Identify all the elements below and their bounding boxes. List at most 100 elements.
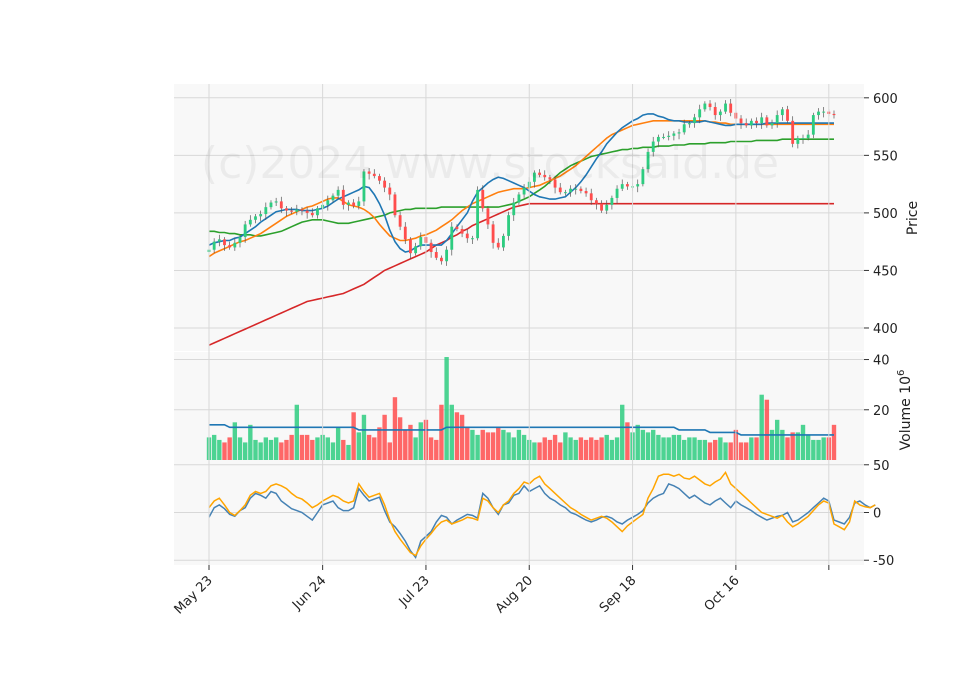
candle-body [563, 192, 567, 194]
candle-body [310, 212, 314, 216]
volume-bar [413, 437, 418, 460]
candle-body [419, 237, 423, 247]
volume-bar [558, 442, 563, 460]
candle-body [760, 117, 764, 124]
volume-bar [372, 437, 377, 460]
candle-body [584, 191, 588, 194]
candle-body [667, 135, 671, 137]
price-axis-title: Price [905, 201, 921, 235]
candle-body [625, 184, 629, 187]
candle-body [786, 109, 789, 121]
volume-bar [449, 404, 454, 460]
volume-bar [434, 439, 439, 460]
volume-bar [625, 422, 630, 460]
volume-bar [821, 437, 826, 460]
volume-bar [377, 427, 382, 460]
candle-body [765, 117, 769, 126]
candle-body [620, 184, 624, 189]
volume-bar [490, 432, 496, 460]
watermark: (c)2024 www.stocksaid.de [201, 138, 779, 189]
price-y-tick-label: 500 [873, 207, 898, 222]
volume-bar [583, 439, 589, 460]
volume-bar [475, 434, 480, 460]
volume-bar [263, 437, 269, 460]
volume-bar [671, 434, 677, 460]
volume-bar [465, 427, 470, 460]
candle-body [496, 242, 500, 248]
volume-bar [341, 439, 346, 460]
volume-bar [620, 404, 625, 460]
candle-body [791, 120, 795, 144]
candle-body [238, 237, 242, 243]
volume-bar [361, 414, 367, 460]
volume-bar [687, 437, 692, 460]
volume-bar [800, 424, 806, 460]
volume-bar [325, 437, 330, 460]
candle-body [331, 195, 335, 201]
volume-bar [640, 429, 646, 460]
volume-bar [268, 439, 274, 460]
volume-bar [501, 429, 506, 460]
candle-body [724, 103, 727, 112]
volume-bar [728, 442, 733, 460]
candle-body [780, 109, 784, 116]
volume-bar [547, 439, 553, 460]
candle-body [305, 210, 309, 213]
candle-body [610, 197, 614, 205]
candle-body [553, 179, 557, 188]
volume-bar [563, 432, 568, 460]
volume-bar [795, 432, 801, 460]
candle-body [502, 235, 505, 248]
price-y-tick-label: 400 [873, 322, 898, 337]
volume-bar [418, 422, 423, 460]
volume-bar [289, 434, 294, 460]
volume-axis-title: Volume 106 [896, 370, 914, 451]
candle-body [460, 229, 464, 234]
candle-body [558, 187, 562, 193]
volume-bar [785, 437, 790, 460]
volume-y-tick-label: 40 [873, 354, 890, 369]
candle-body [512, 202, 516, 216]
oscillator-y-tick-label: -50 [873, 554, 894, 569]
candle-body [687, 123, 691, 125]
volume-bar [232, 422, 238, 460]
ma-fast-line [208, 113, 834, 253]
candle-body [755, 120, 758, 124]
volume-bar [754, 437, 759, 460]
candle-body [507, 215, 511, 236]
candle-body [708, 103, 712, 108]
volume-bar [614, 437, 620, 460]
candle-body [662, 136, 665, 138]
volume-bar [759, 394, 764, 460]
volume-bar [408, 424, 413, 460]
volume-bar [707, 442, 713, 460]
volume-bar [211, 434, 217, 460]
volume-bar [258, 442, 263, 460]
candle-body [517, 194, 521, 203]
candle-body [212, 241, 216, 250]
oscillator-y-tick-label: 0 [873, 507, 881, 522]
candle-body [372, 173, 376, 177]
candle-body [409, 239, 412, 254]
candle-body [796, 138, 800, 144]
volume-bar [444, 357, 449, 460]
volume-bar [568, 437, 573, 460]
volume-bar [496, 427, 501, 460]
volume-bar [552, 434, 558, 460]
candle-body [817, 111, 820, 116]
volume-bar [304, 434, 310, 460]
volume-bar [382, 414, 387, 460]
volume-bar [532, 442, 537, 460]
volume-bar [480, 429, 485, 460]
volume-bar [578, 437, 584, 460]
candle-body [217, 239, 221, 242]
candle-body [326, 200, 330, 205]
candle-body [770, 123, 774, 126]
ma-mid-line [208, 120, 834, 258]
volume-bar [366, 434, 372, 460]
volume-bar [764, 399, 770, 460]
oscillator-panel: -50 0 50 [174, 459, 894, 569]
candle-body [579, 188, 583, 192]
volume-bar [253, 439, 258, 460]
